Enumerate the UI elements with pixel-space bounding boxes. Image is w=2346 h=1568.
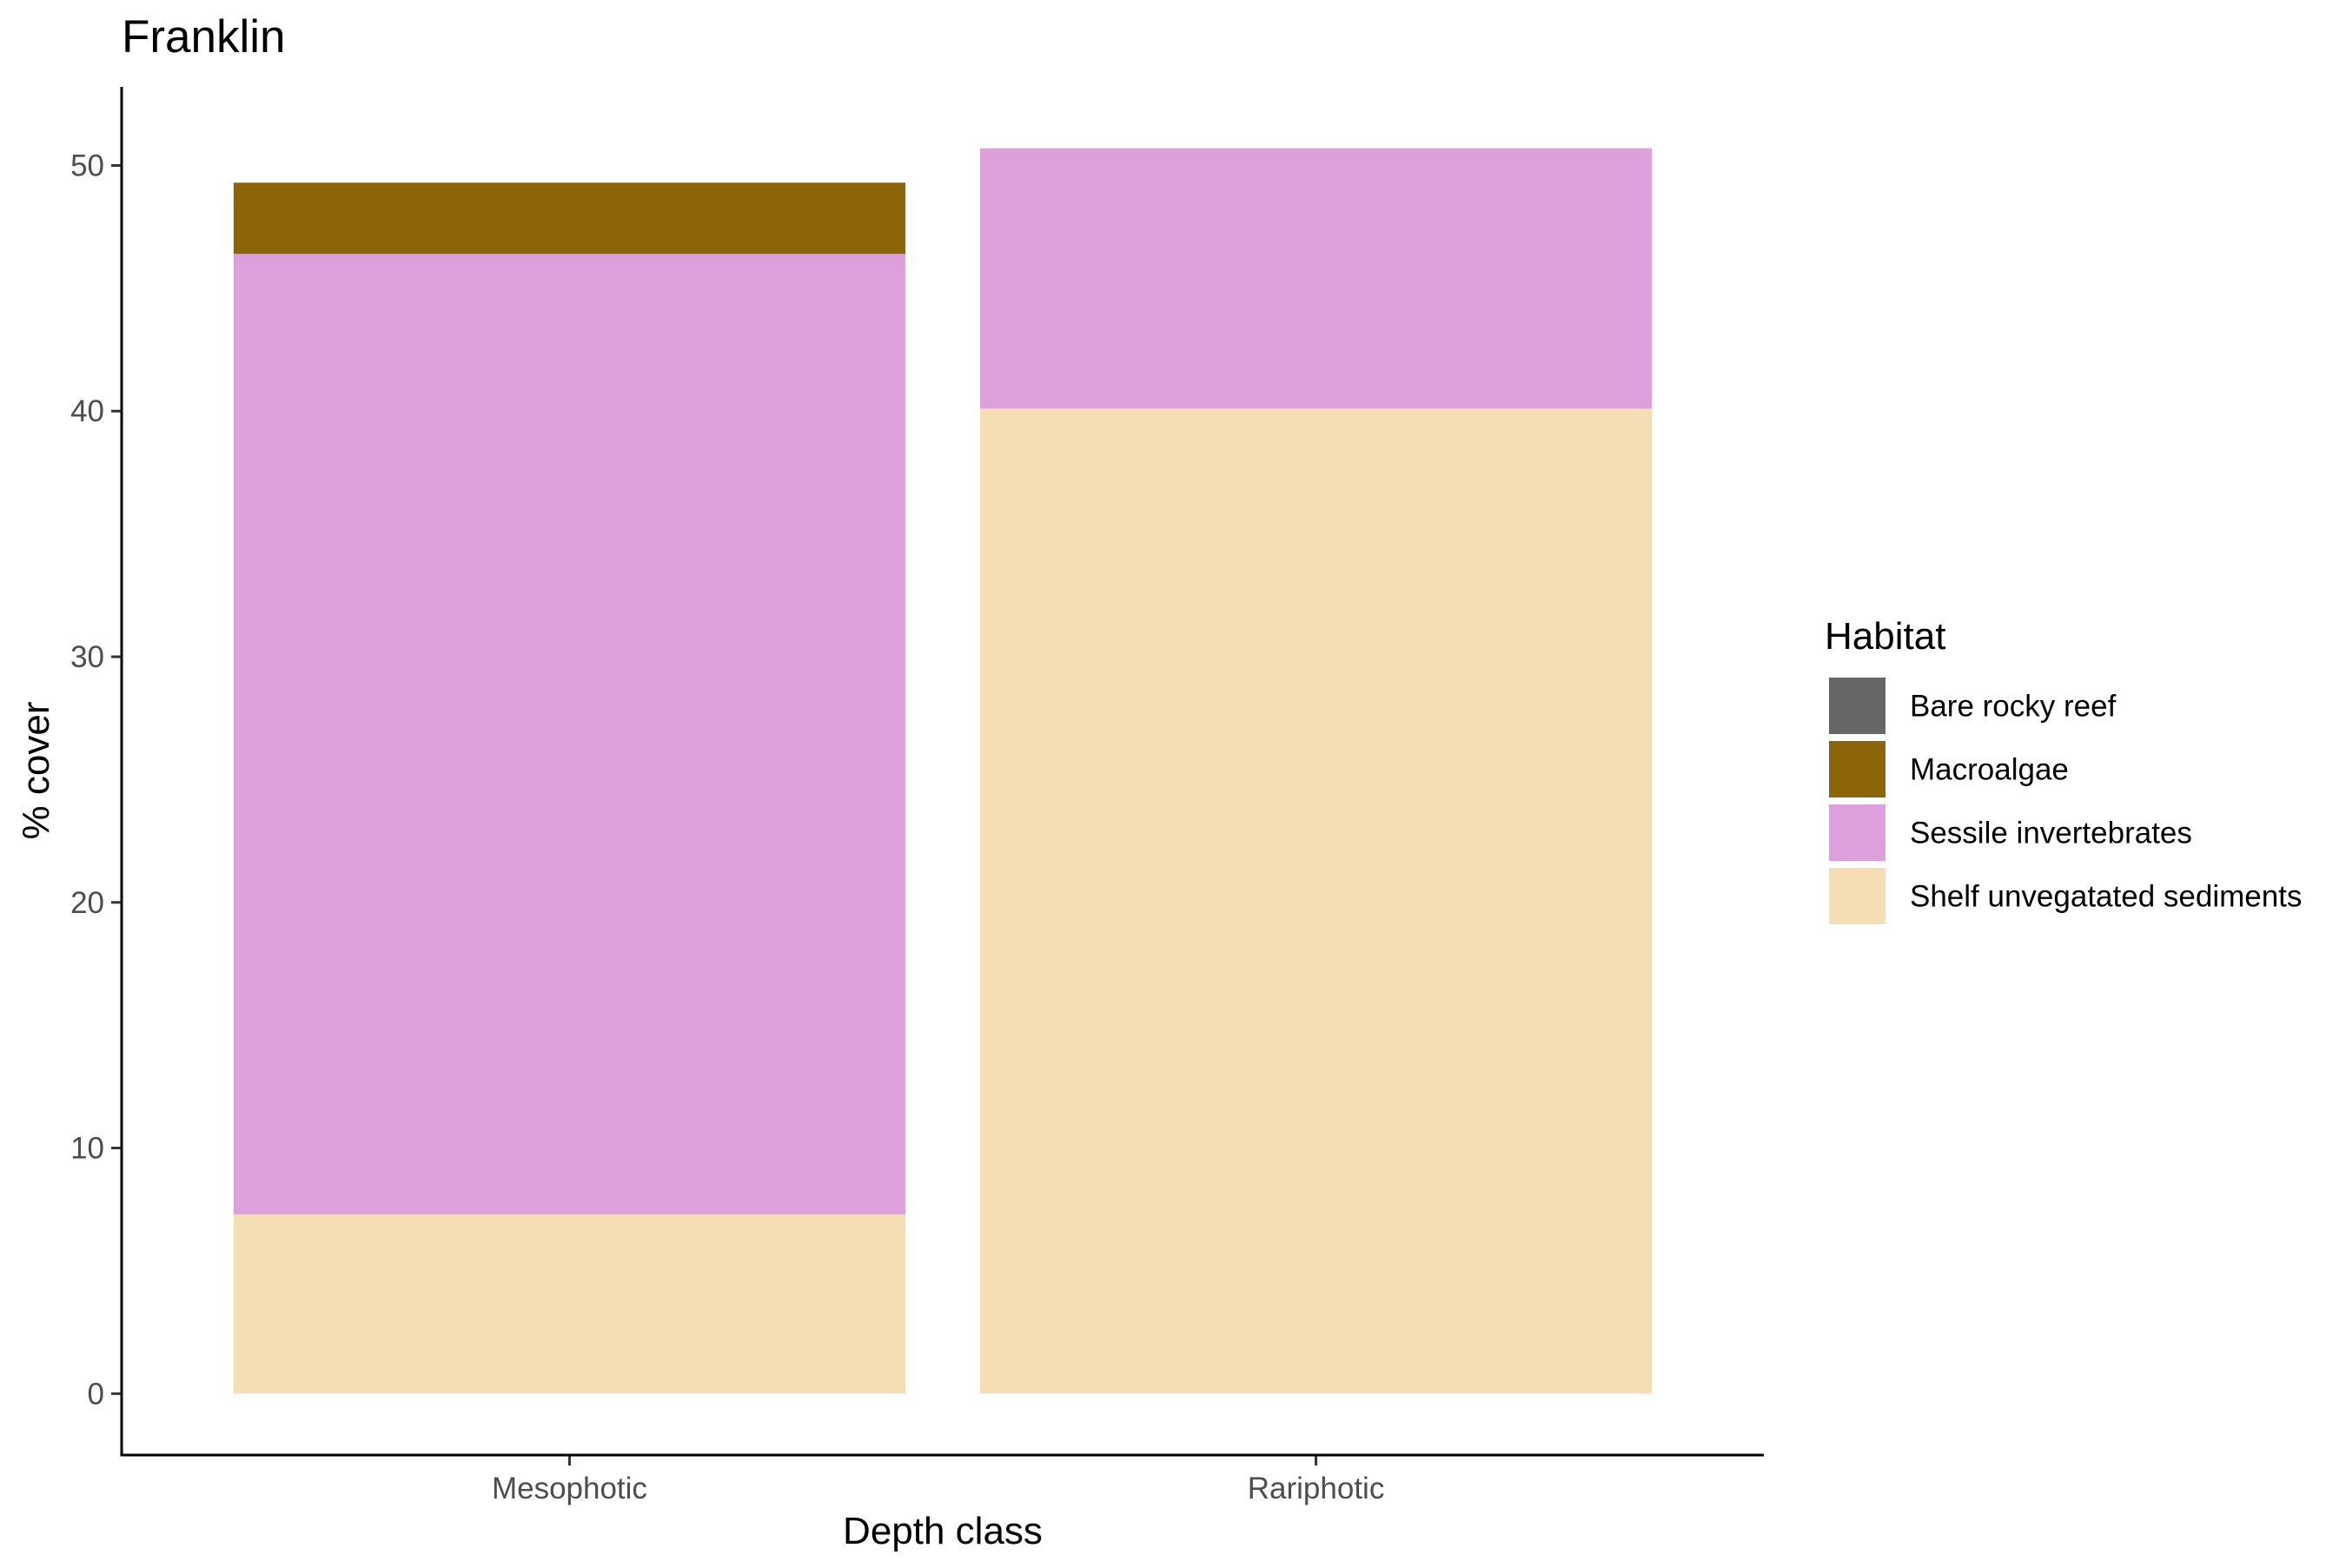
x-axis-title: Depth class — [843, 1510, 1043, 1552]
bar-mesophotic-shelf-unvegatated-sediments — [233, 1214, 906, 1394]
y-tick-label-0: 0 — [88, 1377, 104, 1411]
legend-key-sessile-invertebrates — [1829, 804, 1885, 861]
legend-items: Bare rocky reef Macroalgae Sessile inverte… — [1829, 678, 2302, 924]
y-tick-label-40: 40 — [70, 394, 104, 428]
y-tick-label-30: 30 — [70, 640, 104, 674]
legend-key-macroalgae — [1829, 741, 1885, 797]
x-axis-ticks: Mesophotic Rariphotic — [492, 1455, 1384, 1505]
bar-rariphotic-shelf-unvegatated-sediments — [979, 408, 1653, 1394]
y-tick-label-20: 20 — [70, 886, 104, 920]
legend-label-sessile-invertebrates: Sessile invertebrates — [1910, 817, 2192, 850]
bars-layer — [233, 148, 1653, 1394]
bar-mesophotic-macroalgae — [233, 182, 906, 255]
legend-key-shelf-unvegatated-sediments — [1829, 868, 1885, 924]
y-tick-label-10: 10 — [70, 1132, 104, 1166]
legend-key-bare-rocky-reef — [1829, 678, 1885, 734]
legend: Habitat Bare rocky reef Macroalgae Sessile… — [1825, 615, 2302, 924]
x-tick-label-mesophotic: Mesophotic — [492, 1472, 647, 1505]
y-axis-title: % cover — [15, 702, 57, 840]
y-axis-ticks: 0 10 20 30 40 50 — [70, 149, 122, 1411]
legend-title: Habitat — [1825, 615, 1945, 658]
legend-label-bare-rocky-reef: Bare rocky reef — [1910, 690, 2117, 724]
bar-rariphotic-sessile-invertebrates — [979, 148, 1653, 409]
bar-mesophotic-sessile-invertebrates — [233, 254, 906, 1214]
x-tick-label-rariphotic: Rariphotic — [1248, 1472, 1385, 1505]
chart-title: Franklin — [122, 11, 286, 63]
legend-label-macroalgae: Macroalgae — [1910, 753, 2069, 787]
legend-label-shelf-unvegatated-sediments: Shelf unvegatated sediments — [1910, 880, 2302, 914]
y-tick-label-50: 50 — [70, 149, 104, 182]
